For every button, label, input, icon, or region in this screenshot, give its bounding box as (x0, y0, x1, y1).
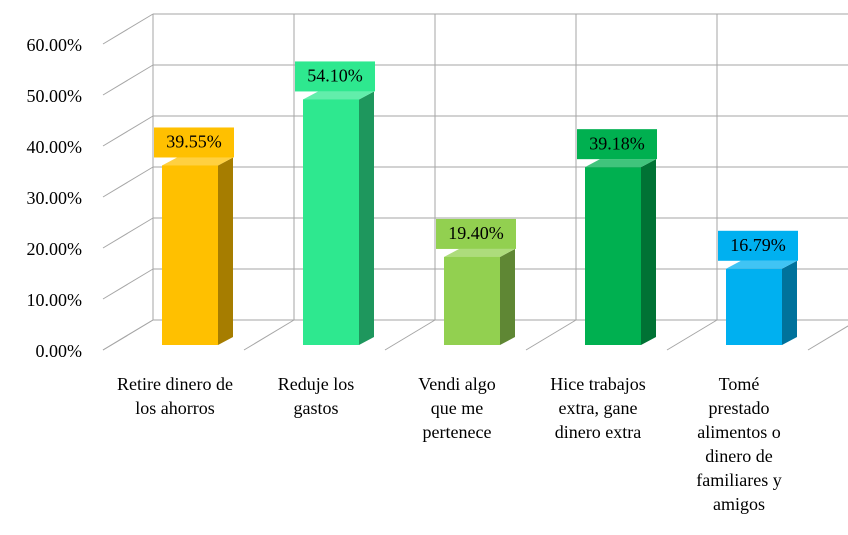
value-label-box (295, 61, 375, 92)
bar (303, 99, 359, 346)
bar (585, 167, 641, 345)
bar-side (359, 91, 374, 346)
grid-line (102, 13, 154, 45)
floor-line (243, 319, 295, 351)
value-label: 39.55% (166, 132, 222, 152)
bar-side (218, 157, 233, 345)
floor-line (384, 319, 436, 351)
value-label-box (577, 129, 657, 160)
y-tick-label: 40.00% (27, 137, 83, 157)
floor-line (666, 319, 718, 351)
bar (444, 256, 500, 345)
bar-side (641, 159, 656, 345)
x-tick-label: Vendi algo que me pertenece (418, 374, 496, 442)
grid-line (102, 115, 154, 147)
grid-line (102, 166, 154, 198)
grid-line (102, 64, 154, 96)
bar-top (726, 260, 797, 269)
bar-top (444, 248, 515, 257)
x-tick-label: Tomé prestado alimentos o dinero de fami… (696, 374, 782, 514)
value-label-box (436, 218, 516, 249)
grid-line (102, 217, 154, 249)
y-tick-label: 20.00% (27, 239, 83, 259)
value-label: 16.79% (730, 235, 786, 255)
floor-line (525, 319, 577, 351)
y-tick-label: 60.00% (27, 35, 83, 55)
y-tick-label: 30.00% (27, 188, 83, 208)
x-tick-label: Retire dinero de los ahorros (117, 374, 233, 418)
value-label: 19.40% (448, 223, 504, 243)
grid-line (102, 319, 154, 351)
value-label: 54.10% (307, 66, 363, 86)
value-label-box (154, 127, 234, 158)
floor-line (807, 325, 848, 351)
value-label-box (718, 230, 798, 261)
bar (726, 268, 782, 345)
bar-side (500, 248, 515, 345)
bar-top (162, 157, 233, 166)
x-tick-label: Hice trabajos extra, gane dinero extra (550, 374, 646, 442)
bar-side (782, 260, 797, 345)
bar-top (303, 91, 374, 100)
bar (162, 165, 218, 345)
bar-top (585, 159, 656, 168)
y-tick-label: 50.00% (27, 86, 83, 106)
grid-line (102, 268, 154, 300)
x-tick-label: Reduje los gastos (277, 374, 355, 418)
y-tick-label: 10.00% (27, 290, 83, 310)
value-label: 39.18% (589, 133, 645, 153)
y-tick-label: 0.00% (36, 341, 83, 361)
